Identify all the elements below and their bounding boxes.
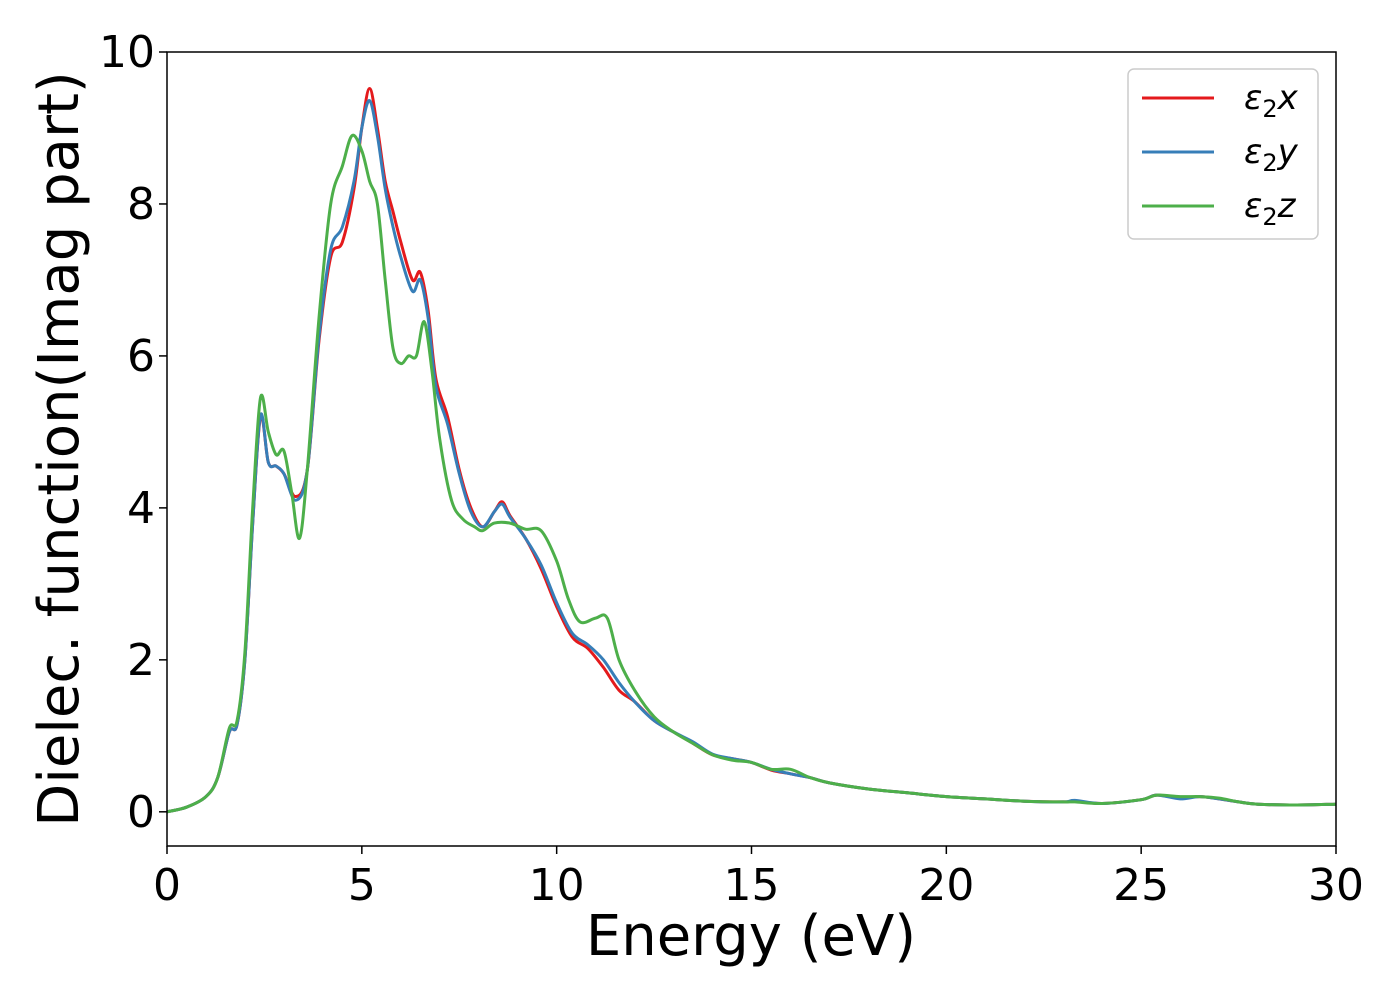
y-tick-label: 8 (127, 179, 155, 230)
x-axis-label: Energy (eV) (586, 904, 916, 969)
y-tick-label: 0 (127, 787, 155, 838)
legend-box (1127, 68, 1319, 240)
x-tick-label: 0 (153, 860, 181, 911)
series-line-z (166, 133, 1337, 814)
legend-label-x: ε2x (1244, 78, 1299, 123)
x-tick-label: 30 (1308, 860, 1364, 911)
x-tick-label: 15 (724, 860, 780, 911)
series-layer (166, 87, 1337, 814)
x-tick-label: 5 (348, 860, 376, 911)
legend-label-z: ε2z (1244, 186, 1297, 231)
x-axis-ticks: 0 5 10 15 20 25 30 (153, 846, 1364, 911)
y-tick-label: 2 (127, 635, 155, 686)
x-tick-label: 25 (1113, 860, 1169, 911)
legend-items: ε2x ε2y ε2z (1142, 78, 1299, 231)
y-axis-ticks: 0 2 4 6 8 10 (99, 27, 167, 838)
legend: ε2x ε2y ε2z (1127, 68, 1319, 240)
x-tick-label: 20 (918, 860, 974, 911)
x-tick-label: 10 (529, 860, 585, 911)
y-axis-label: Dielec. function(Imag part) (27, 71, 92, 827)
legend-label-y: ε2y (1244, 132, 1299, 177)
y-tick-label: 4 (127, 483, 155, 534)
y-tick-label: 10 (99, 27, 155, 78)
y-tick-label: 6 (127, 331, 155, 382)
